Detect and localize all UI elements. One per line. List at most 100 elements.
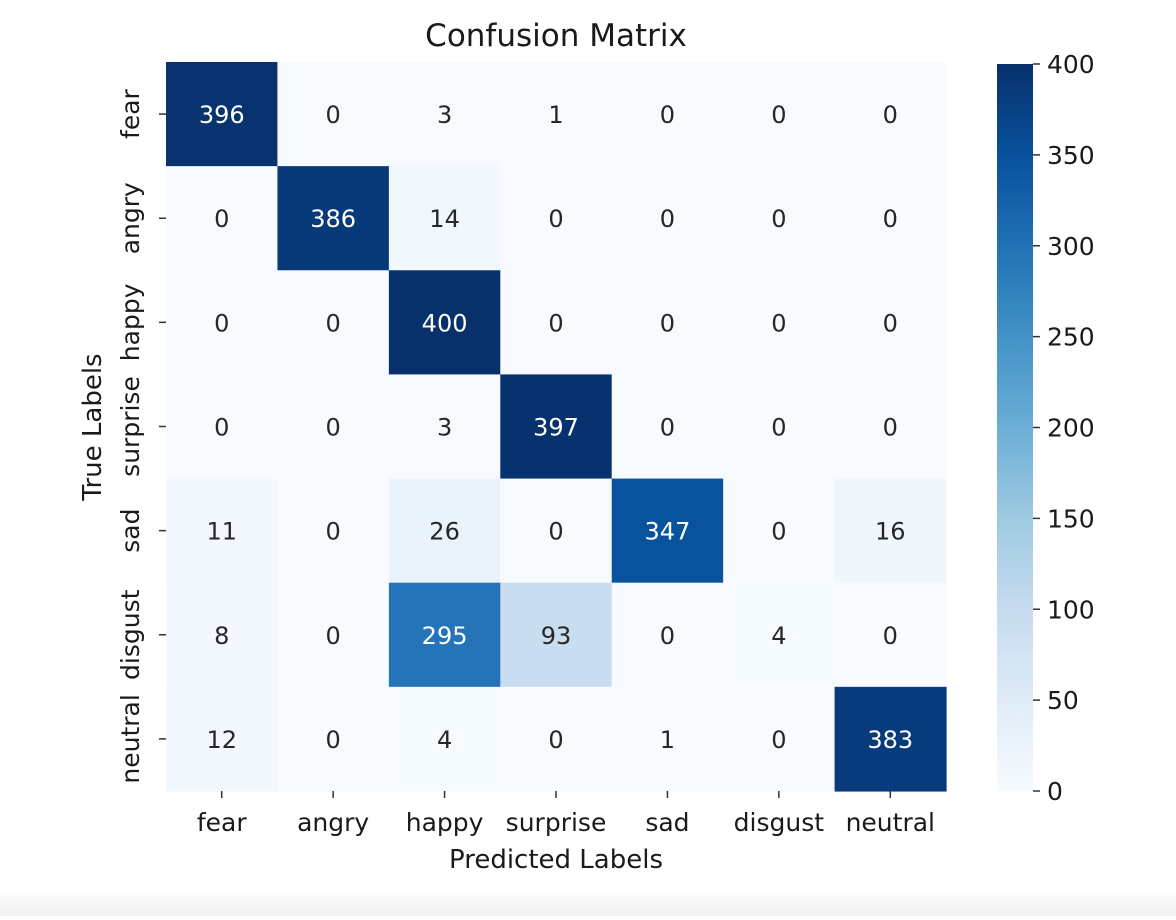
heatmap-cell xyxy=(500,582,613,688)
x-tick-label: fear xyxy=(197,808,248,837)
cell-value-label: 0 xyxy=(771,309,786,337)
cell-value-label: 0 xyxy=(771,413,786,441)
cell-value-label: 347 xyxy=(645,518,691,546)
cell-value-label: 0 xyxy=(548,309,563,337)
cell-value-label: 4 xyxy=(437,726,452,754)
heatmap-cell xyxy=(277,270,390,376)
heatmap-cell xyxy=(834,478,947,584)
heatmap-cell xyxy=(277,166,390,271)
heatmap-cell xyxy=(166,582,279,688)
cell-value-label: 0 xyxy=(325,309,340,337)
heatmap-cell xyxy=(611,582,724,688)
heatmap-cell xyxy=(388,478,501,584)
heatmap-cell xyxy=(166,478,279,584)
cell-value-label: 0 xyxy=(771,726,786,754)
heatmap-cell xyxy=(834,582,947,688)
heatmap-cell xyxy=(277,686,390,792)
cell-value-label: 0 xyxy=(325,518,340,546)
colorbar xyxy=(997,64,1033,791)
heatmap-cell xyxy=(723,686,836,792)
heatmap-cell xyxy=(611,686,724,792)
heatmap-cell xyxy=(388,166,501,271)
cell-value-label: 4 xyxy=(771,622,786,650)
colorbar-tick-label: 100 xyxy=(1047,595,1095,624)
heatmap-cell xyxy=(834,166,947,271)
cell-value-label: 295 xyxy=(422,622,468,650)
y-tick-label: happy xyxy=(116,283,145,361)
heatmap-cell xyxy=(834,62,947,167)
heatmap-cell xyxy=(388,686,501,792)
colorbar-tick-label: 300 xyxy=(1047,232,1095,261)
x-axis: fear angry happy surprise sad disgust neutral xyxy=(197,790,935,837)
cell-value-label: 0 xyxy=(883,413,898,441)
heatmap-cell xyxy=(500,270,613,376)
cell-value-label: 0 xyxy=(214,309,229,337)
heatmap-cell xyxy=(500,686,613,792)
heatmap-cell xyxy=(166,374,279,480)
cell-value-label: 3 xyxy=(437,101,452,129)
y-axis-label: True Labels xyxy=(78,353,108,501)
heatmap-cell xyxy=(834,270,947,376)
heatmap-cell xyxy=(611,374,724,480)
cell-value-label: 11 xyxy=(206,518,237,546)
window-bottom-edge xyxy=(0,888,1176,916)
cell-value-label: 0 xyxy=(325,413,340,441)
colorbar-tick-label: 200 xyxy=(1047,414,1095,443)
heatmap-cell xyxy=(277,478,390,584)
heatmap-cell xyxy=(834,374,947,480)
cell-value-label: 93 xyxy=(541,622,572,650)
heatmap-cell xyxy=(277,582,390,688)
y-tick-label: disgust xyxy=(116,589,145,680)
x-tick-label: sad xyxy=(645,808,689,837)
cell-value-label: 0 xyxy=(883,309,898,337)
cell-value-label: 0 xyxy=(883,205,898,233)
cell-value-label: 383 xyxy=(867,726,913,754)
x-axis-label: Predicted Labels xyxy=(449,845,663,875)
colorbar-tick-label: 50 xyxy=(1047,686,1079,715)
cell-value-label: 0 xyxy=(883,622,898,650)
heatmap-cell xyxy=(388,582,501,688)
heatmap-cell xyxy=(723,374,836,480)
cell-value-label: 0 xyxy=(660,101,675,129)
heatmap-cell xyxy=(723,478,836,584)
colorbar-tick-label: 250 xyxy=(1047,323,1095,352)
cell-value-label: 14 xyxy=(429,205,460,233)
y-tick-label: neutral xyxy=(116,694,145,783)
x-tick-label: angry xyxy=(297,808,369,837)
x-tick-label: neutral xyxy=(846,808,935,837)
heatmap-cell xyxy=(500,374,613,480)
heatmap-cell xyxy=(611,270,724,376)
heatmap-cell xyxy=(834,686,947,792)
heatmap-cell xyxy=(500,478,613,584)
cell-value-label: 0 xyxy=(548,205,563,233)
cell-value-label: 16 xyxy=(875,518,906,546)
colorbar-tick-label: 150 xyxy=(1047,504,1095,533)
cell-value-label: 0 xyxy=(660,622,675,650)
x-tick-label: disgust xyxy=(734,808,825,837)
cell-value-label: 396 xyxy=(199,101,245,129)
cell-value-label: 0 xyxy=(548,726,563,754)
heatmap-cell xyxy=(388,270,501,376)
cell-value-label: 0 xyxy=(325,726,340,754)
colorbar-tick-label: 400 xyxy=(1047,50,1095,79)
cell-value-label: 26 xyxy=(429,518,460,546)
heatmap-cell xyxy=(166,270,279,376)
y-tick-label: angry xyxy=(116,182,145,254)
cell-value-label: 0 xyxy=(771,518,786,546)
cell-value-label: 0 xyxy=(771,205,786,233)
heatmap-cell xyxy=(723,166,836,271)
cell-value-label: 0 xyxy=(660,413,675,441)
cell-value-label: 1 xyxy=(548,101,563,129)
cell-value-label: 400 xyxy=(422,309,468,337)
cell-value-label: 0 xyxy=(548,518,563,546)
x-tick-label: surprise xyxy=(506,808,607,837)
cell-value-label: 0 xyxy=(771,101,786,129)
heatmap-cell xyxy=(723,582,836,688)
colorbar-tick-label: 350 xyxy=(1047,141,1095,170)
heatmap-cell xyxy=(388,62,501,167)
cell-value-label: 1 xyxy=(660,726,675,754)
heatmap-cell xyxy=(611,166,724,271)
cell-value-label: 0 xyxy=(660,205,675,233)
